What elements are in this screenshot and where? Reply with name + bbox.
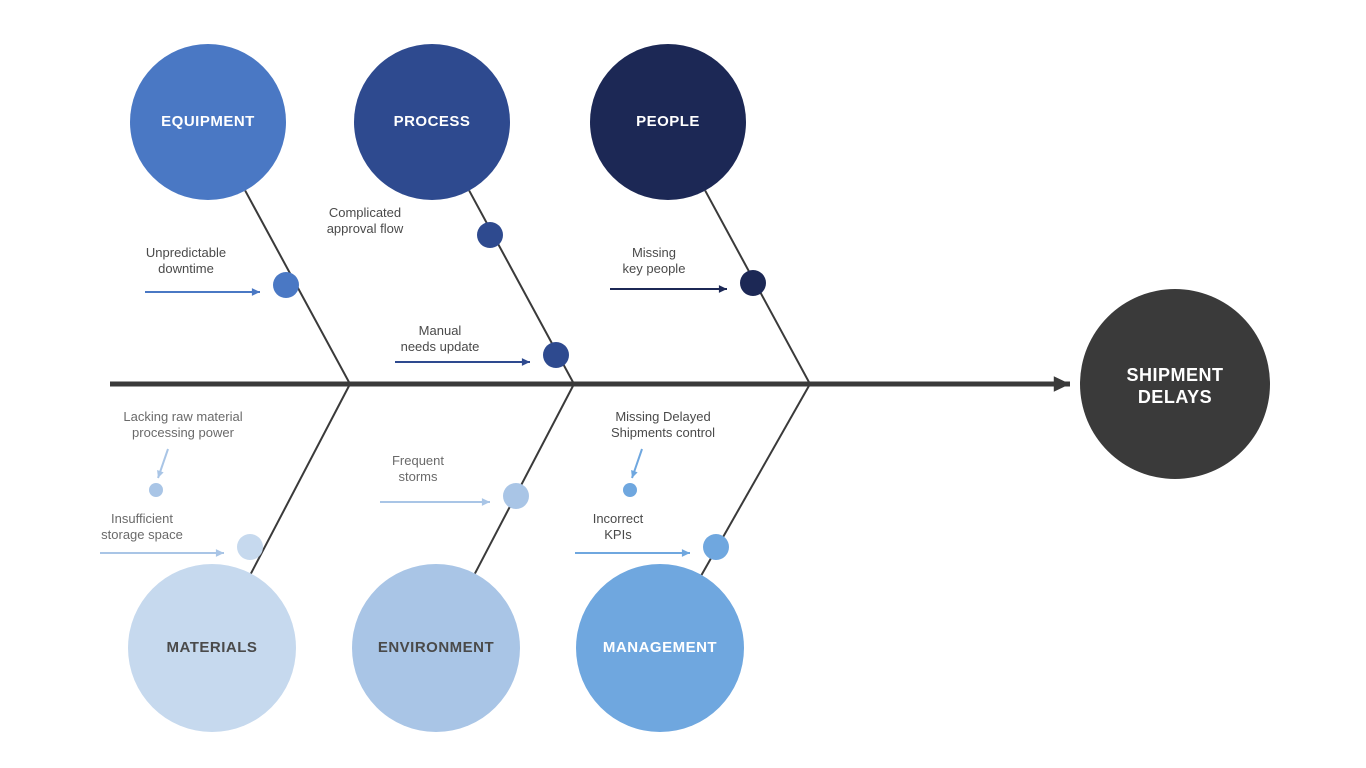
cause-dot-management-0	[623, 483, 637, 497]
cause-dot-equipment-0	[273, 272, 299, 298]
category-label-process: PROCESS	[394, 113, 471, 130]
cause-label-materials-1: Insufficientstorage space	[101, 511, 183, 542]
cause-dot-process-1	[543, 342, 569, 368]
cause-dot-materials-0	[149, 483, 163, 497]
cause-dot-materials-1	[237, 534, 263, 560]
cause-label-environment-0: Frequentstorms	[392, 453, 444, 484]
category-label-environment: ENVIRONMENT	[378, 639, 494, 656]
cause-dot-people-0	[740, 270, 766, 296]
cause-label-equipment-0: Unpredictabledowntime	[146, 245, 226, 276]
bone-environment	[475, 384, 574, 574]
cause-dot-management-1	[703, 534, 729, 560]
cause-label-materials-0: Lacking raw materialprocessing power	[123, 409, 242, 440]
cause-label-process-1: Manualneeds update	[401, 323, 480, 354]
cause-label-management-0: Missing DelayedShipments control	[611, 409, 715, 440]
cause-label-people-0: Missingkey people	[623, 245, 686, 276]
category-label-materials: MATERIALS	[167, 639, 258, 656]
cause-dot-process-0	[477, 222, 503, 248]
cause-label-management-1: IncorrectKPIs	[593, 511, 644, 542]
cause-dot-environment-0	[503, 483, 529, 509]
category-label-equipment: EQUIPMENT	[161, 113, 255, 130]
category-label-management: MANAGEMENT	[603, 639, 717, 656]
cause-label-process-0: Complicatedapproval flow	[327, 205, 404, 236]
fishbone-diagram: Unpredictabledowntime Complicatedapproval…	[0, 0, 1366, 768]
category-label-people: PEOPLE	[636, 113, 700, 130]
bone-materials	[251, 384, 350, 574]
